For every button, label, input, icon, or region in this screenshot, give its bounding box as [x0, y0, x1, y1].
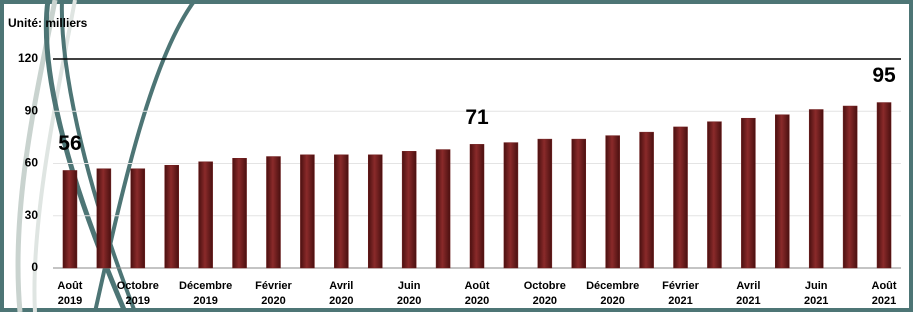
bar	[470, 144, 484, 268]
bar	[233, 158, 247, 268]
x-tick-label: Octobre 2020	[524, 279, 566, 309]
x-tick-label: Février 2021	[662, 279, 699, 309]
x-tick-label: Août 2019	[57, 279, 82, 309]
bar	[199, 162, 213, 268]
bar	[707, 122, 721, 268]
x-tick-label: Avril 2020	[329, 279, 353, 309]
x-tick-label: Juin 2021	[804, 279, 828, 309]
bar	[165, 165, 179, 268]
x-tick-label: Décembre 2020	[586, 279, 639, 309]
bar	[334, 155, 348, 268]
x-tick-label: Août 2021	[872, 279, 897, 309]
y-tick-label: 0	[31, 260, 38, 274]
bar	[843, 106, 857, 268]
bar	[402, 151, 416, 268]
y-tick-label: 30	[25, 208, 39, 222]
bar	[63, 170, 77, 268]
y-tick-label: 60	[25, 156, 39, 170]
bar	[538, 139, 552, 268]
x-tick-label: Juin 2020	[397, 279, 421, 309]
bar	[131, 169, 145, 268]
page: Unité: milliers 0 30 60 90 120 56 71 95 Août 20…	[0, 0, 913, 312]
data-label: 95	[872, 64, 896, 87]
bar	[741, 118, 755, 268]
data-label: 56	[58, 132, 81, 155]
x-tick-label: Octobre 2019	[117, 279, 159, 309]
bar	[877, 103, 891, 268]
bar	[504, 143, 518, 268]
bar	[266, 157, 280, 268]
x-tick-label: Août 2020	[464, 279, 489, 309]
x-tick-label: Avril 2021	[736, 279, 760, 309]
bar	[809, 110, 823, 268]
bar	[572, 139, 586, 268]
bar	[300, 155, 314, 268]
bar	[775, 115, 789, 268]
x-tick-label: Février 2020	[255, 279, 292, 309]
chart: Unité: milliers 0 30 60 90 120 56 71 95	[0, 0, 913, 312]
bar	[97, 169, 111, 268]
bar	[436, 150, 450, 268]
bar	[674, 127, 688, 268]
y-tick-label: 120	[18, 51, 38, 65]
chart-title: Unité: milliers	[8, 16, 88, 30]
y-tick-label: 90	[25, 103, 39, 117]
data-label: 71	[465, 106, 489, 129]
bar	[606, 136, 620, 268]
bar	[640, 132, 654, 268]
x-tick-label: Décembre 2019	[179, 279, 232, 309]
bar	[368, 155, 382, 268]
